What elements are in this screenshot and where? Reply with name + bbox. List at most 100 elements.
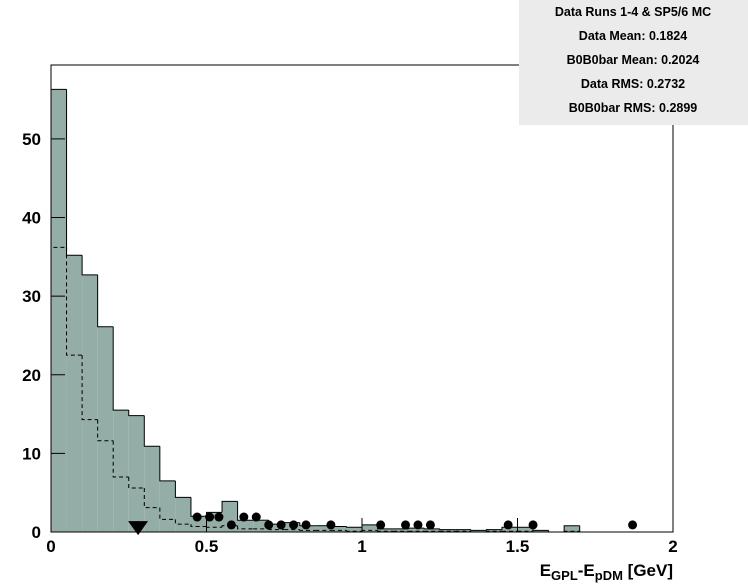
histogram-outline xyxy=(143,415,160,447)
histogram-bar xyxy=(144,446,160,532)
histogram-bar xyxy=(470,530,487,532)
data-point xyxy=(205,512,215,522)
x-label-part: -E xyxy=(578,561,595,580)
histogram-step xyxy=(377,530,394,532)
histogram-step xyxy=(159,507,176,520)
data-point xyxy=(264,520,274,530)
x-label-part: E xyxy=(540,561,551,580)
data-point xyxy=(276,520,286,530)
histogram-outline xyxy=(81,255,98,276)
x-tick-label: 1.5 xyxy=(506,537,530,556)
y-tick-label: 30 xyxy=(22,287,41,306)
y-tick-label: 10 xyxy=(22,444,41,463)
histogram-bar xyxy=(97,326,114,532)
histogram-outline xyxy=(485,529,502,531)
histogram-bar xyxy=(362,524,378,532)
histogram-bar xyxy=(424,528,440,532)
histogram-bar xyxy=(113,410,129,532)
histogram-bar xyxy=(315,525,331,532)
histogram-outline xyxy=(237,501,254,521)
histogram-bar xyxy=(330,526,347,532)
histogram-bar xyxy=(253,520,269,532)
histogram-outline xyxy=(221,500,238,513)
histogram-bar xyxy=(346,527,362,532)
histogram-bar xyxy=(408,528,425,532)
y-tick-label: 50 xyxy=(22,130,41,149)
x-label-part: GPL xyxy=(551,568,578,583)
histogram-bar xyxy=(159,480,176,532)
data-point xyxy=(628,520,638,530)
histogram-bar xyxy=(377,528,394,532)
histogram-bar xyxy=(128,415,145,532)
data-point xyxy=(376,520,386,530)
stats-box: Data Runs 1-4 & SP5/6 MC Data Mean: 0.182… xyxy=(519,0,748,125)
histogram-outline xyxy=(174,480,191,498)
histogram-step xyxy=(299,529,316,531)
histogram-step xyxy=(143,487,160,509)
histogram-step xyxy=(345,530,362,532)
x-tick-label: 1 xyxy=(357,537,366,556)
x-tick-label: 0.5 xyxy=(195,537,219,556)
histogram-bar xyxy=(501,527,518,532)
stats-line: Data RMS: 0.2732 xyxy=(581,77,685,91)
histogram-outline xyxy=(423,528,440,530)
histogram-outline xyxy=(97,274,114,328)
marker-triangle xyxy=(128,521,149,536)
stats-line: B0B0bar RMS: 0.2899 xyxy=(569,101,698,115)
data-point xyxy=(326,520,336,530)
histogram-outline xyxy=(579,525,596,533)
histogram-outline xyxy=(112,326,129,411)
data-point xyxy=(226,520,236,530)
data-point xyxy=(413,520,423,530)
histogram-outline xyxy=(66,89,83,256)
x-tick-label: 0 xyxy=(46,537,55,556)
x-label-part: pDM xyxy=(595,568,623,583)
x-tick-label: 2 xyxy=(668,537,677,556)
histogram-bar xyxy=(66,255,83,532)
stats-line: B0B0bar Mean: 0.2024 xyxy=(567,53,700,67)
histogram-step xyxy=(237,525,254,530)
histogram-outline xyxy=(128,410,145,417)
histogram-outline xyxy=(501,526,518,530)
stats-line: Data Runs 1-4 & SP5/6 MC xyxy=(555,5,711,19)
histogram-bar xyxy=(51,89,67,532)
histogram-bar xyxy=(237,520,254,532)
histogram-step xyxy=(221,525,238,528)
stats-box-background xyxy=(519,0,748,125)
histogram-step xyxy=(174,519,191,525)
data-point xyxy=(301,520,311,530)
histogram-step xyxy=(112,440,129,478)
histogram-bar xyxy=(533,530,549,532)
data-point xyxy=(289,520,299,530)
histogram-outline xyxy=(159,446,176,482)
histogram-step xyxy=(128,476,145,489)
data-point xyxy=(192,512,202,522)
data-point xyxy=(214,512,224,522)
histogram-step xyxy=(81,355,98,421)
histogram-bar xyxy=(82,274,98,532)
histogram-step xyxy=(97,419,114,442)
y-tick-label: 0 xyxy=(32,523,41,542)
x-axis-label: EGPL-EpDM [GeV] xyxy=(540,561,673,583)
data-point xyxy=(503,520,513,530)
histogram-bar xyxy=(564,525,580,532)
histogram-step xyxy=(190,524,207,527)
data-point xyxy=(425,520,435,530)
histogram-outline xyxy=(470,529,487,531)
histogram-bar xyxy=(175,497,191,532)
y-tick-label: 40 xyxy=(22,209,41,228)
data-point xyxy=(528,520,538,530)
histogram-outline xyxy=(439,528,456,531)
histogram-bar xyxy=(268,524,285,532)
histogram-outline xyxy=(563,525,580,532)
histogram-bar xyxy=(393,528,409,532)
histogram-bar xyxy=(517,527,534,532)
y-tick-label: 20 xyxy=(22,366,41,385)
x-label-part: [GeV] xyxy=(623,561,673,580)
stats-line: Data Mean: 0.1824 xyxy=(579,29,687,43)
data-point xyxy=(401,520,411,530)
histogram-outline xyxy=(345,526,362,528)
histogram-step xyxy=(66,247,83,356)
data-point xyxy=(239,512,249,522)
